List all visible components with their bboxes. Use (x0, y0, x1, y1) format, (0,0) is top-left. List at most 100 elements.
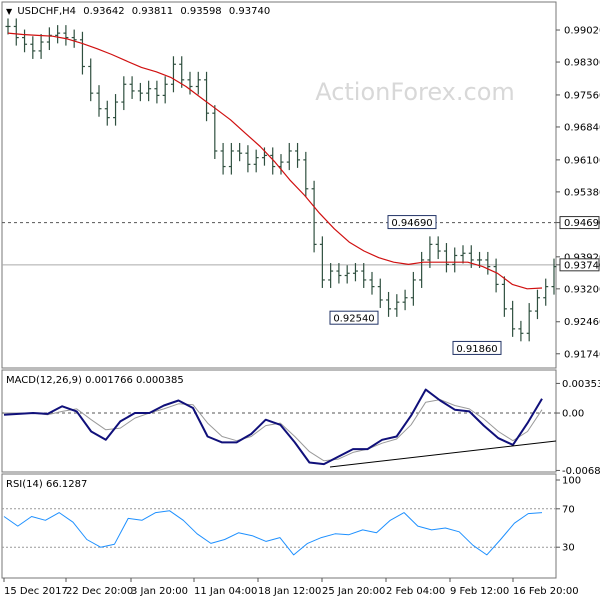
ohlc-open: 0.93642 (83, 6, 124, 17)
x-tick-label: 25 Jan 20:00 (322, 586, 385, 597)
rsi-plot (2, 508, 556, 556)
price-bar (129, 76, 135, 99)
price-bar (510, 300, 516, 337)
price-bar (195, 71, 201, 95)
x-tick-label: 15 Dec 2017 (4, 586, 68, 597)
x-tick-label: 18 Jan 12:00 (258, 586, 321, 597)
price-bar (104, 100, 110, 126)
symbol-title: USDCHF,H4 (17, 6, 76, 17)
rsi-tick-label: 100 (562, 476, 581, 487)
annotation-label: 0.91860 (452, 340, 502, 355)
price-bar (543, 278, 549, 306)
price-tick-label: 0.91740 (564, 349, 600, 360)
macd-tick-label: 0.00 (562, 409, 584, 420)
macd-panel (1, 369, 557, 473)
rsi-tick-label: 70 (562, 504, 575, 515)
rsi-title: RSI(14) 66.1287 (6, 479, 87, 490)
price-bar (121, 76, 127, 111)
price-bar (419, 251, 425, 288)
price-tick-label: 0.93740 (564, 260, 600, 271)
dropdown-arrow-icon[interactable]: ▼ (6, 7, 13, 16)
price-bar (534, 289, 540, 320)
price-bar (30, 36, 36, 59)
ohlc-high: 0.93811 (132, 6, 173, 17)
price-bar (452, 247, 458, 273)
price-bar (71, 29, 77, 48)
price-bar (311, 180, 317, 253)
price-bar (369, 271, 375, 295)
price-bar (319, 236, 325, 288)
macd-tick-label: -0.006853 (562, 466, 600, 477)
price-bar (460, 245, 466, 264)
price-bar (253, 149, 259, 173)
price-bar (220, 142, 226, 175)
price-bar (146, 80, 152, 102)
price-bar (63, 25, 69, 46)
price-bar (55, 25, 61, 44)
price-bar (270, 147, 276, 175)
header-line: ▼ USDCHF,H4 0.93642 0.93811 0.93598 0.93… (6, 6, 270, 17)
price-bar (96, 85, 102, 117)
price-bar (228, 142, 234, 175)
price-bar (352, 263, 358, 282)
price-bar (237, 142, 243, 162)
price-bar (344, 265, 350, 284)
price-bar (526, 303, 532, 342)
price-bar (394, 294, 400, 317)
watermark: ActionForex.com (315, 78, 515, 106)
price-bar (443, 243, 449, 273)
price-bar (402, 289, 408, 311)
price-bar (88, 58, 94, 102)
price-bar (5, 18, 11, 35)
ohlc-low: 0.93598 (180, 6, 221, 17)
macd-main-line (3, 388, 543, 466)
x-tick-label: 9 Feb 12:00 (450, 586, 509, 597)
price-panel (1, 1, 557, 369)
price-bar (493, 258, 499, 293)
price-bar (303, 151, 309, 197)
macd-title: MACD(12,26,9) 0.001766 0.000385 (6, 375, 184, 386)
annotation-label: 0.92540 (329, 310, 379, 325)
macd-tick-label: 0.003538 (562, 379, 600, 390)
price-bar (113, 94, 119, 126)
price-label-box (559, 216, 600, 230)
price-bar (377, 278, 383, 308)
rsi-panel (1, 473, 557, 579)
price-bar (22, 29, 28, 53)
macd-plot (2, 388, 557, 468)
price-bar (328, 263, 334, 288)
price-bar (501, 276, 507, 317)
price-label-box (559, 258, 600, 272)
price-bar (79, 31, 85, 75)
x-tick-label: 11 Jan 04:00 (194, 586, 257, 597)
price-bar (13, 18, 19, 46)
annotation-box (452, 340, 502, 355)
price-bar (518, 320, 524, 342)
price-bar (286, 142, 292, 171)
rsi-tick-label: 30 (562, 543, 575, 554)
price-bar (162, 76, 168, 104)
annotation-text: 0.94690 (391, 218, 432, 229)
price-bar (468, 245, 474, 268)
price-bar (154, 80, 160, 104)
price-bar (170, 56, 176, 93)
price-bar (137, 82, 143, 102)
price-bar (485, 251, 491, 275)
x-tick-label: 22 Dec 20:00 (66, 586, 133, 597)
price-bar (179, 56, 185, 88)
macd-trendline (329, 440, 557, 468)
price-bar (336, 263, 342, 284)
price-bar (38, 34, 44, 59)
price-bar (361, 263, 367, 288)
x-tick-label: 2 Feb 04:00 (386, 586, 445, 597)
